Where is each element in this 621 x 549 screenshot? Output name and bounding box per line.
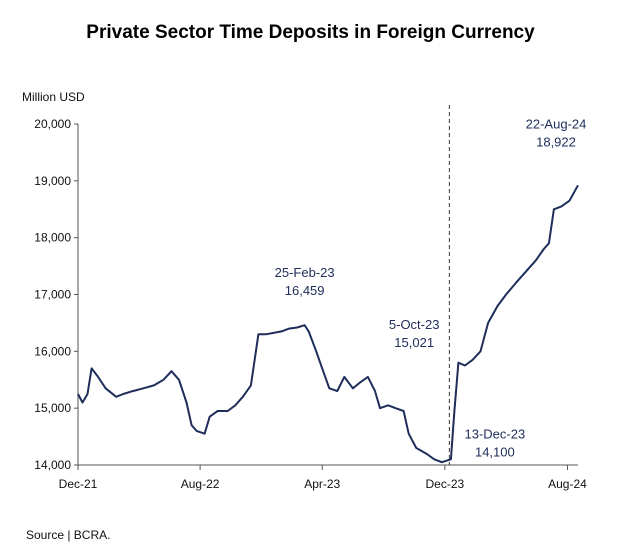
- annotation-value-label: 18,922: [536, 134, 576, 149]
- annotation-value-label: 16,459: [285, 283, 325, 298]
- y-tick-label: 19,000: [34, 174, 71, 188]
- x-tick-label: Dec-23: [425, 477, 464, 491]
- x-tick-label: Dec-21: [59, 477, 98, 491]
- annotation-date-label: 5-Oct-23: [389, 317, 440, 332]
- chart-title: Private Sector Time Deposits in Foreign …: [86, 22, 535, 43]
- y-axis-unit-label: Million USD: [22, 90, 85, 104]
- x-tick-label: Aug-22: [181, 477, 220, 491]
- y-tick-label: 14,000: [34, 458, 71, 472]
- x-tick-label: Apr-23: [304, 477, 340, 491]
- y-tick-label: 15,000: [34, 401, 71, 415]
- y-tick-label: 16,000: [34, 344, 71, 358]
- source-note: Source | BCRA.: [26, 528, 111, 542]
- annotations-group: 25-Feb-23 16,459 5-Oct-23 15,021 13-Dec-23 14…: [275, 116, 587, 459]
- annotation-date-label: 22-Aug-24: [526, 116, 587, 131]
- annotation-date-label: 25-Feb-23: [275, 265, 335, 280]
- series-line: [77, 184, 579, 464]
- x-tick-label: Aug-24: [548, 477, 587, 491]
- y-tick-label: 20,000: [34, 117, 71, 131]
- annotation-value-label: 15,021: [394, 335, 434, 350]
- axis-ticks: 20,000 19,000 18,000 17,000 16,000 15,000 14,0…: [34, 117, 587, 491]
- annotation-value-label: 14,100: [475, 444, 515, 459]
- series-group: [77, 184, 579, 464]
- chart-axes: [77, 124, 578, 466]
- annotation-date-label: 13-Dec-23: [465, 426, 526, 441]
- y-tick-label: 18,000: [34, 231, 71, 245]
- y-tick-label: 17,000: [34, 288, 71, 302]
